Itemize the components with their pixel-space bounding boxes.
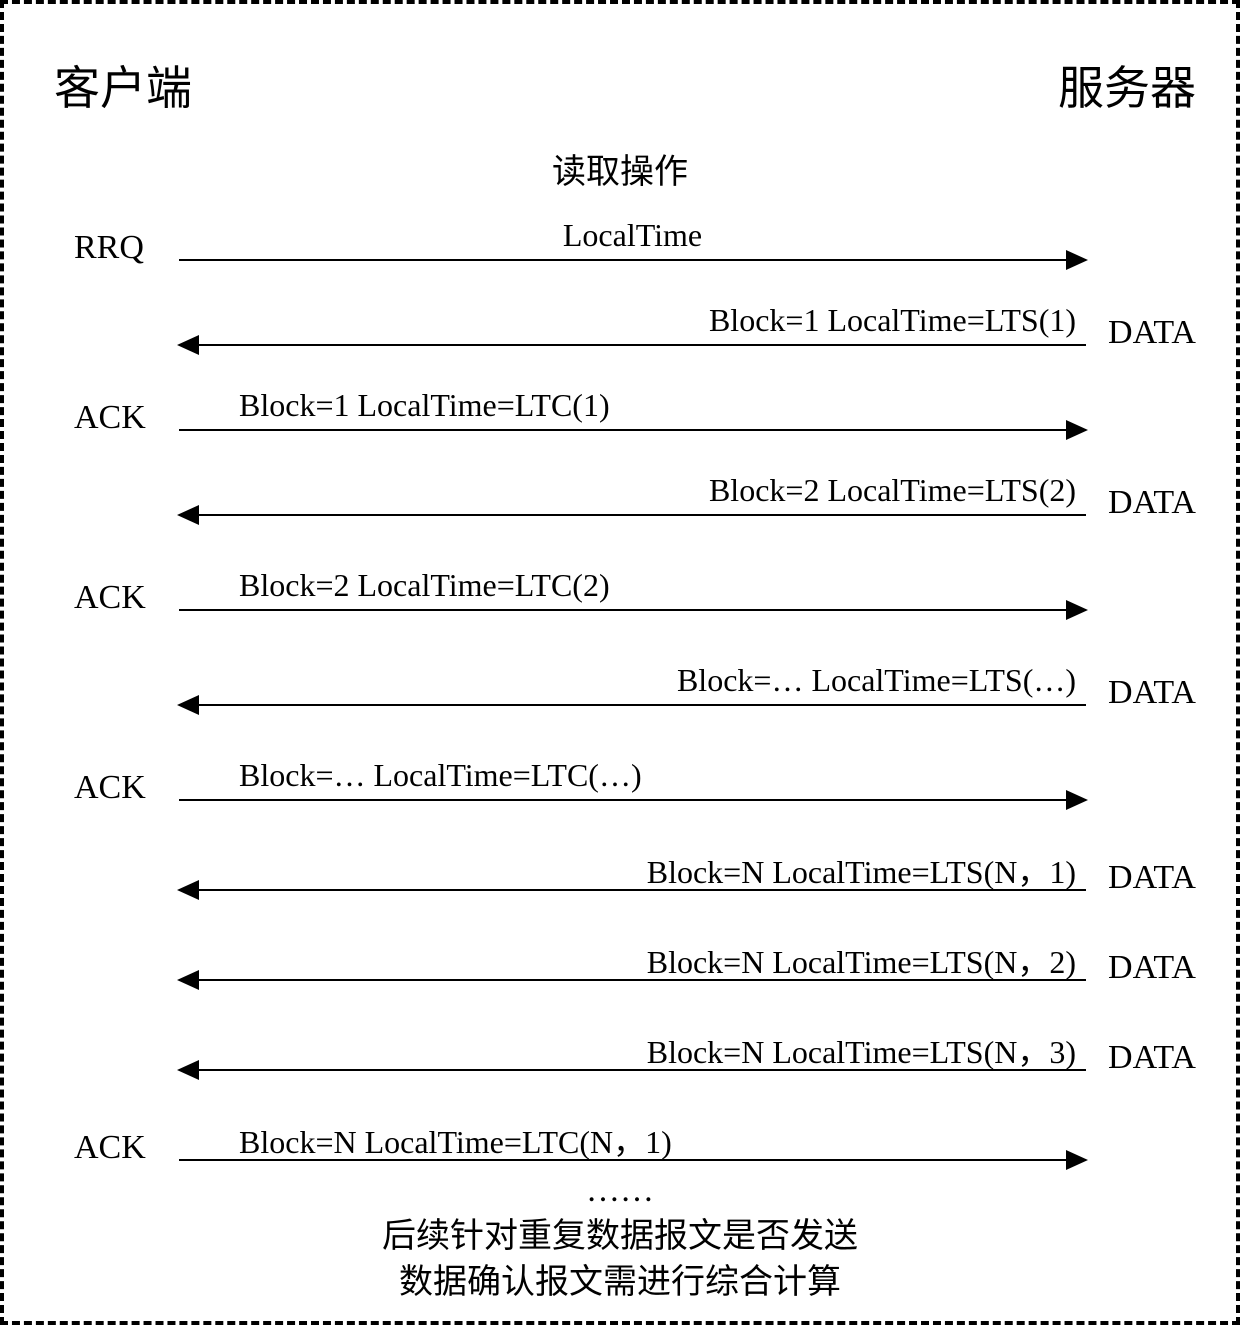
sequence-row: ACK Block=2 LocalTime=LTC(2) xyxy=(74,569,1196,629)
sequence-row: DATA Block=N LocalTime=LTS(N，3) xyxy=(74,1029,1196,1089)
arrow-label: Block=N LocalTime=LTS(N，2) xyxy=(647,937,1076,983)
message-left-tag: RRQ xyxy=(74,229,144,267)
arrow-left-icon xyxy=(179,704,1086,706)
arrow-label: Block=2 LocalTime=LTC(2) xyxy=(239,567,610,604)
arrow-right-icon xyxy=(179,259,1086,261)
server-label: 服务器 xyxy=(1058,52,1196,118)
arrow: Block=1 LocalTime=LTS(1) xyxy=(179,304,1086,364)
arrow: LocalTime xyxy=(179,219,1086,279)
arrow-label: LocalTime xyxy=(563,217,702,254)
message-left-tag: ACK xyxy=(74,769,146,807)
footer-note: 后续针对重复数据报文是否发送 数据确认报文需进行综合计算 xyxy=(4,1214,1236,1306)
message-left-tag: ACK xyxy=(74,579,146,617)
arrow: Block=… LocalTime=LTS(…) xyxy=(179,664,1086,724)
sequence-row: ACK Block=… LocalTime=LTC(…) xyxy=(74,759,1196,819)
sequence-row: DATA Block=1 LocalTime=LTS(1) xyxy=(74,304,1196,364)
arrow-label: Block=1 LocalTime=LTS(1) xyxy=(709,302,1076,339)
footer-line2: 数据确认报文需进行综合计算 xyxy=(399,1264,841,1301)
message-right-tag: DATA xyxy=(1108,484,1196,522)
sequence-row: ACK Block=1 LocalTime=LTC(1) xyxy=(74,389,1196,449)
arrow-right-icon xyxy=(179,799,1086,801)
message-right-tag: DATA xyxy=(1108,949,1196,987)
message-left-tag: ACK xyxy=(74,399,146,437)
arrow-label: Block=… LocalTime=LTC(…) xyxy=(239,757,642,794)
sequence-row: DATA Block=… LocalTime=LTS(…) xyxy=(74,664,1196,724)
arrow-left-icon xyxy=(179,514,1086,516)
message-right-tag: DATA xyxy=(1108,314,1196,352)
message-right-tag: DATA xyxy=(1108,1039,1196,1077)
sequence-row: DATA Block=N LocalTime=LTS(N，2) xyxy=(74,939,1196,999)
arrow-left-icon xyxy=(179,1069,1086,1071)
arrow-left-icon xyxy=(179,344,1086,346)
ellipsis: …… xyxy=(4,1172,1236,1210)
arrow-right-icon xyxy=(179,429,1086,431)
arrow: Block=2 LocalTime=LTC(2) xyxy=(179,569,1086,629)
arrow: Block=2 LocalTime=LTS(2) xyxy=(179,474,1086,534)
arrow: Block=… LocalTime=LTC(…) xyxy=(179,759,1086,819)
message-right-tag: DATA xyxy=(1108,859,1196,897)
arrow: Block=N LocalTime=LTS(N，3) xyxy=(179,1029,1086,1089)
arrow-left-icon xyxy=(179,979,1086,981)
footer-line1: 后续针对重复数据报文是否发送 xyxy=(382,1218,858,1255)
sequence-row: RRQ LocalTime xyxy=(74,219,1196,279)
sequence-row: DATA Block=N LocalTime=LTS(N，1) xyxy=(74,849,1196,909)
sequence-diagram-frame: 客户端 服务器 读取操作 RRQ LocalTime DATA Block=1 Loc… xyxy=(0,0,1240,1325)
arrow: Block=N LocalTime=LTC(N，1) xyxy=(179,1119,1086,1179)
sequence-row: ACK Block=N LocalTime=LTC(N，1) xyxy=(74,1119,1196,1179)
client-label: 客户端 xyxy=(54,52,192,118)
arrow-label: Block=N LocalTime=LTS(N，3) xyxy=(647,1027,1076,1073)
arrow-left-icon xyxy=(179,889,1086,891)
arrow-label: Block=… LocalTime=LTS(…) xyxy=(677,662,1076,699)
message-left-tag: ACK xyxy=(74,1129,146,1167)
operation-title: 读取操作 xyxy=(4,144,1236,193)
arrow-label: Block=2 LocalTime=LTS(2) xyxy=(709,472,1076,509)
message-right-tag: DATA xyxy=(1108,674,1196,712)
arrow: Block=N LocalTime=LTS(N，2) xyxy=(179,939,1086,999)
arrow-label: Block=N LocalTime=LTS(N，1) xyxy=(647,847,1076,893)
arrow-label: Block=1 LocalTime=LTC(1) xyxy=(239,387,610,424)
arrow-label: Block=N LocalTime=LTC(N，1) xyxy=(239,1117,672,1163)
arrow-right-icon xyxy=(179,1159,1086,1161)
arrow: Block=1 LocalTime=LTC(1) xyxy=(179,389,1086,449)
arrow: Block=N LocalTime=LTS(N，1) xyxy=(179,849,1086,909)
sequence-row: DATA Block=2 LocalTime=LTS(2) xyxy=(74,474,1196,534)
arrow-right-icon xyxy=(179,609,1086,611)
